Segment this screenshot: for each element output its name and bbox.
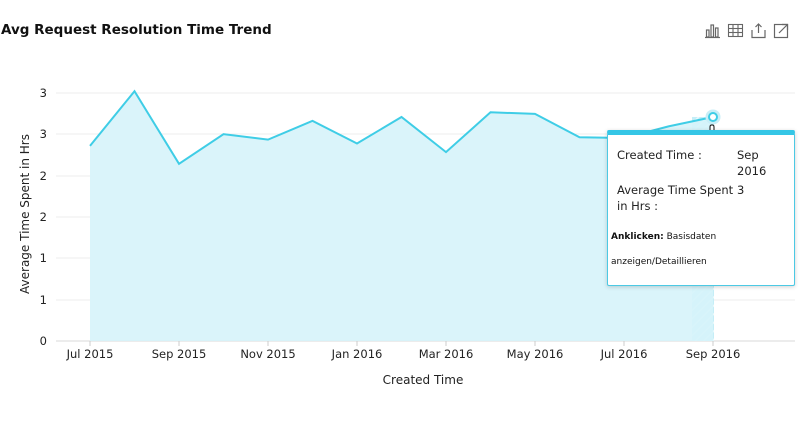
x-tick-label: Jul 2015 <box>66 347 114 361</box>
tooltip-value-created-time: Sep 2016 <box>737 148 767 178</box>
y-axis: 0 1 1 2 2 3 3 <box>40 86 47 348</box>
export-icon[interactable] <box>750 22 767 39</box>
tooltip-footer-bold: Anklicken: <box>611 232 664 242</box>
y-axis-title: Average Time Spent in Hrs <box>18 134 32 294</box>
y-tick-label: 2 <box>40 210 47 224</box>
y-tick-label: 2 <box>40 169 47 183</box>
tooltip-label-created-time: Created Time : <box>617 148 702 162</box>
x-tick-label: Mar 2016 <box>419 347 474 361</box>
x-axis-title: Created Time <box>383 373 464 387</box>
x-axis: Jul 2015 Sep 2015 Nov 2015 Jan 2016 Mar 2016… <box>66 341 741 361</box>
chart-toolbar <box>704 22 790 39</box>
table-grid-icon[interactable] <box>727 22 744 39</box>
tooltip-value-avg-time: 3 <box>737 183 745 197</box>
chart-title: Avg Request Resolution Time Trend <box>1 22 272 38</box>
y-tick-label: 3 <box>40 127 47 141</box>
tooltip-label-avg-time: Average Time Spent in Hrs : <box>617 183 734 213</box>
bar-chart-icon[interactable] <box>704 22 721 39</box>
y-tick-label: 0 <box>40 334 47 348</box>
x-tick-label: May 2016 <box>507 347 564 361</box>
x-tick-label: Jan 2016 <box>331 347 383 361</box>
y-tick-label: 3 <box>40 86 47 100</box>
x-tick-label: Sep 2015 <box>152 347 207 361</box>
area-fill <box>90 91 713 341</box>
tooltip-footer-text: Basisdaten anzeigen/Detaillieren <box>611 232 717 267</box>
y-tick-label: 1 <box>40 293 47 307</box>
y-tick-label: 1 <box>40 251 47 265</box>
x-tick-label: Jul 2016 <box>600 347 648 361</box>
tooltip-footer: Anklicken: Basisdaten anzeigen/Detaillie… <box>611 225 791 275</box>
data-point-marker <box>708 111 718 122</box>
x-tick-label: Sep 2016 <box>686 347 741 361</box>
tooltip: Created Time : Sep 2016 Average Time Spe… <box>607 130 795 286</box>
x-tick-label: Nov 2015 <box>240 347 295 361</box>
expand-icon[interactable] <box>773 22 790 39</box>
